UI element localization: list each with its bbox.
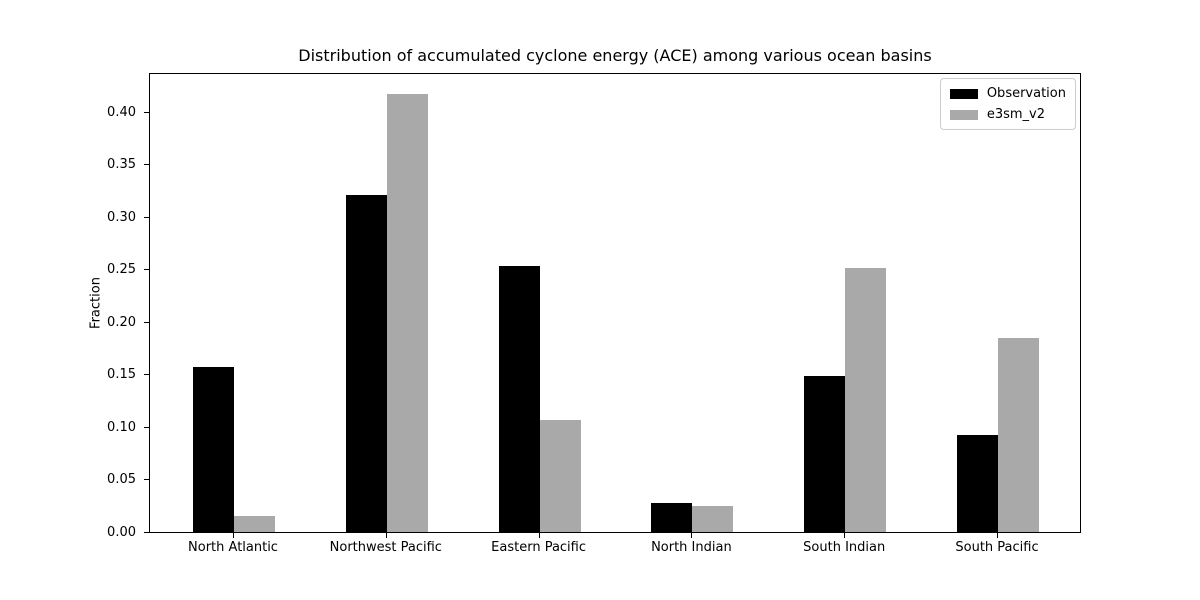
x-tick (691, 533, 693, 538)
bar-observation-northwest-pacific (346, 195, 387, 532)
x-tick-label-north-atlantic: North Atlantic (188, 540, 278, 555)
y-tick (144, 374, 149, 375)
x-tick-label-northwest-pacific: Northwest Pacific (329, 540, 442, 555)
bar-observation-north-indian (651, 503, 692, 532)
legend: Observation e3sm_v2 (939, 78, 1076, 130)
x-tick (844, 533, 846, 538)
y-tick-label-0.25: 0.25 (107, 262, 136, 277)
legend-entry-e3sm-v2: e3sm_v2 (949, 107, 1066, 122)
x-tick-label-north-indian: North Indian (651, 540, 732, 555)
bar-observation-north-atlantic (193, 367, 234, 532)
bar-e3sm-v2-south-indian (845, 268, 886, 532)
y-tick-label-0.30: 0.30 (107, 210, 136, 225)
x-tick-label-eastern-pacific: Eastern Pacific (491, 540, 587, 555)
x-tick-label-south-pacific: South Pacific (955, 540, 1039, 555)
y-tick (144, 532, 149, 533)
y-tick-label-0.00: 0.00 (107, 525, 136, 540)
y-tick (144, 479, 149, 480)
legend-label-e3sm-v2: e3sm_v2 (986, 107, 1045, 122)
bar-e3sm-v2-northwest-pacific (387, 94, 428, 532)
legend-entry-observation: Observation (949, 86, 1066, 101)
x-tick (538, 533, 540, 538)
y-tick-label-0.05: 0.05 (107, 472, 136, 487)
plot-area: Observation e3sm_v2 (149, 73, 1081, 533)
bar-e3sm-v2-south-pacific (998, 338, 1039, 532)
bar-observation-eastern-pacific (499, 266, 540, 532)
bar-e3sm-v2-eastern-pacific (540, 420, 581, 532)
bar-observation-south-indian (804, 376, 845, 532)
y-tick (144, 164, 149, 165)
x-tick (233, 533, 234, 538)
y-tick (144, 217, 149, 218)
y-tick-label-0.20: 0.20 (107, 315, 136, 330)
y-tick-label-0.15: 0.15 (107, 367, 136, 382)
legend-swatch-e3sm-v2 (949, 109, 978, 120)
y-tick (144, 269, 149, 270)
y-tick (144, 427, 149, 428)
x-tick (385, 533, 387, 538)
y-tick (144, 112, 149, 113)
x-tick (997, 533, 998, 538)
y-tick-label-0.35: 0.35 (107, 157, 136, 172)
y-tick-label-0.40: 0.40 (107, 105, 136, 120)
bar-e3sm-v2-north-indian (692, 506, 733, 532)
chart-title: Distribution of accumulated cyclone ener… (298, 46, 932, 65)
legend-swatch-observation (949, 88, 978, 99)
legend-label-observation: Observation (986, 86, 1066, 101)
bar-e3sm-v2-north-atlantic (234, 516, 275, 532)
bar-observation-south-pacific (957, 435, 998, 532)
y-tick-label-0.10: 0.10 (107, 420, 136, 435)
x-tick-label-south-indian: South Indian (803, 540, 886, 555)
y-tick (144, 322, 149, 323)
